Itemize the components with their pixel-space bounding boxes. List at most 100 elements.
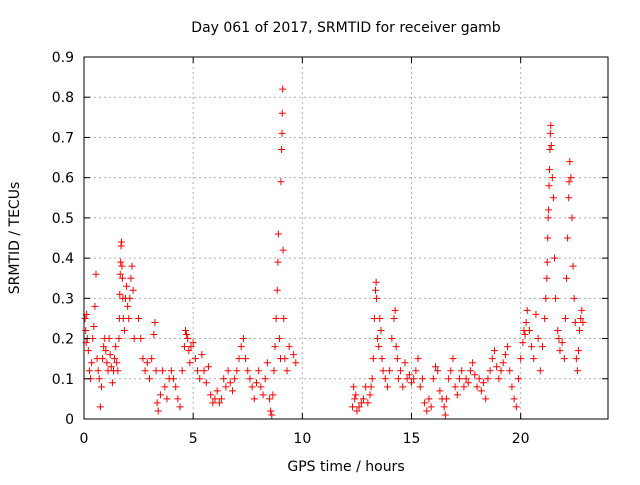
x-tick-label: 0 — [80, 431, 89, 447]
data-point — [388, 335, 396, 343]
data-point — [427, 403, 435, 411]
data-point — [263, 359, 271, 367]
data-point — [176, 403, 184, 411]
data-point — [244, 367, 252, 375]
data-point — [84, 347, 92, 355]
data-point — [290, 351, 298, 359]
data-point — [279, 85, 287, 93]
data-point — [514, 375, 522, 383]
data-point — [113, 359, 121, 367]
data-point — [447, 367, 455, 375]
data-point — [174, 395, 182, 403]
data-point — [112, 343, 120, 351]
data-point — [102, 347, 110, 355]
data-point — [471, 371, 479, 379]
data-point — [373, 294, 381, 302]
data-point — [270, 367, 278, 375]
data-point — [353, 407, 361, 415]
data-point — [564, 234, 572, 242]
x-tick-label: 20 — [512, 431, 530, 447]
data-point — [292, 359, 300, 367]
data-point — [96, 403, 104, 411]
data-point — [506, 367, 514, 375]
data-point — [551, 254, 559, 262]
data-point — [539, 343, 546, 351]
data-point — [100, 343, 108, 351]
data-point — [378, 355, 386, 363]
data-point — [436, 387, 444, 395]
y-tick-label: 0.4 — [52, 251, 74, 267]
data-point — [226, 379, 234, 387]
data-point — [143, 359, 151, 367]
data-point — [565, 194, 573, 202]
data-point — [442, 395, 450, 403]
data-point — [90, 322, 98, 330]
x-axis-label: GPS time / hours — [287, 459, 404, 475]
data-point — [194, 367, 202, 375]
data-point — [403, 375, 411, 383]
data-point — [271, 343, 279, 351]
data-point — [246, 375, 254, 383]
data-point — [364, 399, 372, 407]
data-point — [579, 318, 587, 326]
data-point — [552, 294, 560, 302]
data-point — [392, 343, 400, 351]
data-point — [154, 407, 162, 415]
y-tick-label: 0.5 — [52, 211, 74, 227]
data-point — [257, 383, 265, 391]
data-point — [184, 335, 192, 343]
data-point — [508, 383, 516, 391]
grid-layer — [84, 57, 608, 419]
data-point — [124, 302, 132, 310]
data-point — [118, 238, 126, 246]
data-point — [484, 375, 492, 383]
data-point — [359, 395, 367, 403]
data-point — [545, 206, 553, 214]
data-point — [272, 314, 280, 322]
data-point — [278, 129, 286, 137]
data-point — [105, 335, 113, 343]
data-point — [111, 355, 119, 363]
data-point — [532, 310, 540, 318]
data-point — [118, 262, 126, 270]
data-point — [231, 375, 239, 383]
data-point — [561, 314, 569, 322]
data-point — [215, 399, 223, 407]
data-point — [570, 294, 578, 302]
y-axis-label: SRMTID / TECUs — [7, 182, 23, 295]
data-point — [555, 335, 563, 343]
data-point — [544, 234, 552, 242]
data-point — [204, 363, 212, 371]
data-point — [170, 375, 178, 383]
data-point — [399, 383, 407, 391]
y-tick-label: 0.1 — [52, 372, 74, 388]
data-point — [159, 367, 167, 375]
data-point — [368, 375, 376, 383]
data-point — [429, 375, 437, 383]
data-point — [172, 383, 180, 391]
data-point — [89, 335, 97, 343]
y-tick-label: 0 — [65, 412, 74, 428]
data-point — [521, 331, 529, 339]
data-point — [573, 367, 581, 375]
data-point — [453, 391, 461, 399]
data-point — [85, 367, 93, 375]
data-point — [135, 314, 143, 322]
data-point — [547, 121, 555, 129]
data-point — [153, 399, 161, 407]
y-tick-label: 0.6 — [52, 171, 74, 187]
data-point — [466, 367, 474, 375]
data-point — [355, 403, 363, 411]
data-point — [128, 262, 136, 270]
data-point — [180, 343, 188, 351]
data-point — [213, 387, 221, 395]
x-tick-label: 5 — [189, 431, 198, 447]
data-point — [151, 318, 159, 326]
data-point — [224, 367, 232, 375]
data-point — [277, 178, 285, 186]
data-point — [259, 391, 267, 399]
data-point — [575, 347, 583, 355]
data-point — [499, 359, 507, 367]
data-point — [390, 314, 398, 322]
